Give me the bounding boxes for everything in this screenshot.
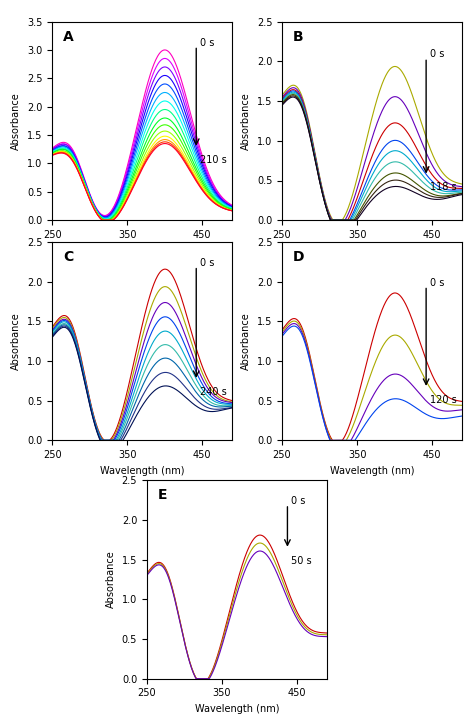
Text: 50 s: 50 s (291, 556, 312, 565)
Text: 210 s: 210 s (200, 155, 227, 165)
Text: 0 s: 0 s (200, 38, 214, 48)
Text: 0 s: 0 s (291, 496, 305, 506)
Text: C: C (63, 250, 73, 264)
Text: E: E (158, 488, 167, 502)
Text: 240 s: 240 s (200, 387, 227, 397)
Text: 0 s: 0 s (430, 49, 444, 59)
Text: 120 s: 120 s (430, 395, 456, 405)
Text: D: D (293, 250, 304, 264)
Text: 0 s: 0 s (430, 277, 444, 287)
Text: B: B (293, 30, 303, 43)
X-axis label: Wavelength (nm): Wavelength (nm) (330, 245, 414, 256)
Text: 118 s: 118 s (430, 183, 456, 193)
Y-axis label: Absorbance: Absorbance (11, 92, 21, 149)
Y-axis label: Absorbance: Absorbance (106, 551, 116, 608)
Text: 0 s: 0 s (200, 258, 214, 268)
X-axis label: Wavelength (nm): Wavelength (nm) (195, 704, 279, 714)
Y-axis label: Absorbance: Absorbance (241, 92, 251, 149)
Y-axis label: Absorbance: Absorbance (241, 313, 251, 370)
Text: A: A (63, 30, 73, 43)
X-axis label: Wavelength (nm): Wavelength (nm) (100, 466, 184, 476)
Y-axis label: Absorbance: Absorbance (11, 313, 21, 370)
X-axis label: Wavelength (nm): Wavelength (nm) (100, 245, 184, 256)
X-axis label: Wavelength (nm): Wavelength (nm) (330, 466, 414, 476)
